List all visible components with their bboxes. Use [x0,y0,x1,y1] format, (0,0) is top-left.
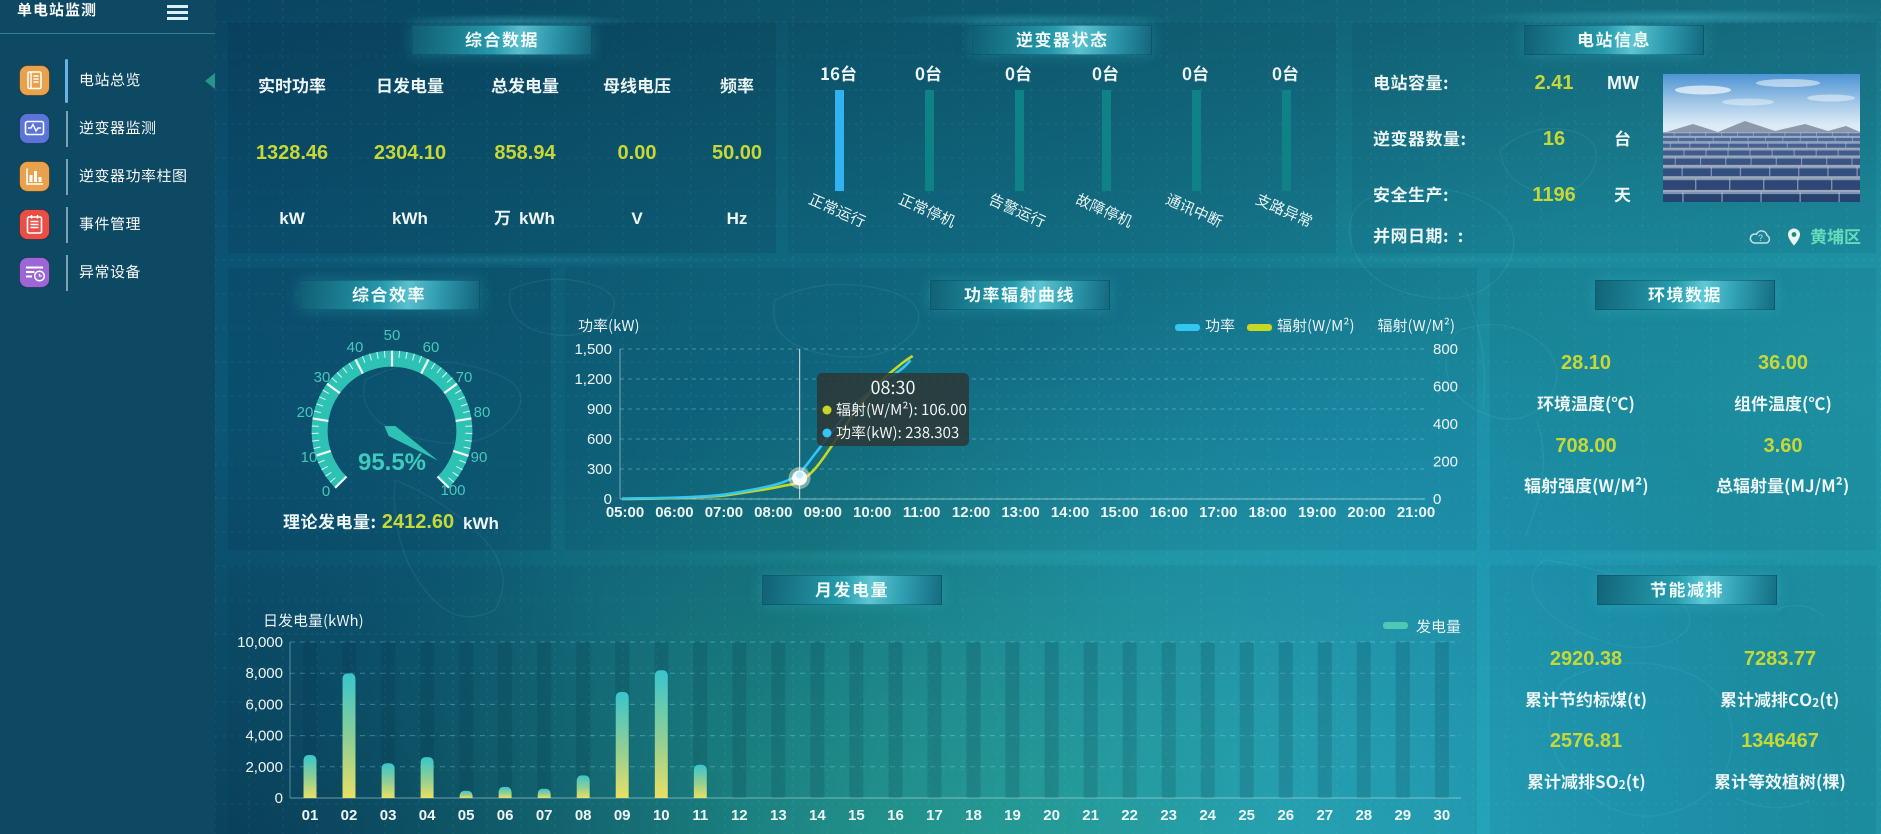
svg-text:13:00: 13:00 [1001,504,1039,521]
svg-text:600: 600 [587,431,612,448]
svg-text:05:00: 05:00 [606,504,644,521]
svg-text:14: 14 [809,807,826,824]
svg-text:600: 600 [1433,379,1458,396]
svg-text:26: 26 [1277,807,1294,824]
svg-text:40: 40 [347,339,364,356]
svg-text:21:00: 21:00 [1397,504,1435,521]
svg-text:19: 19 [1004,807,1021,824]
svg-text:11: 11 [692,807,708,824]
svg-text:03: 03 [380,807,397,824]
svg-text:10: 10 [653,807,670,824]
svg-text:24: 24 [1199,807,1216,824]
svg-text:60: 60 [423,339,440,356]
svg-text:4,000: 4,000 [245,728,283,745]
svg-text:1,200: 1,200 [574,371,612,388]
svg-text:200: 200 [1433,454,1458,471]
svg-text:15: 15 [848,807,865,824]
svg-text:16:00: 16:00 [1150,504,1188,521]
svg-text:29: 29 [1394,807,1411,824]
svg-text:0: 0 [604,491,612,508]
svg-text:05: 05 [458,807,475,824]
svg-text:11:00: 11:00 [903,504,941,521]
svg-text:10:00: 10:00 [853,504,891,521]
svg-text:0: 0 [1433,491,1441,508]
svg-text:08: 08 [575,807,592,824]
svg-text:6,000: 6,000 [245,696,283,713]
svg-text:01: 01 [302,807,319,824]
svg-text:300: 300 [587,461,612,478]
svg-text:800: 800 [1433,341,1458,358]
svg-text:50: 50 [384,327,401,344]
svg-text:20: 20 [297,404,314,421]
svg-text:10,000: 10,000 [237,634,283,651]
svg-text:0: 0 [322,483,330,500]
svg-text:?: ? [1758,233,1763,243]
svg-text:15:00: 15:00 [1100,504,1138,521]
svg-text:30: 30 [314,369,331,386]
svg-text:04: 04 [419,807,436,824]
svg-text:06:00: 06:00 [655,504,693,521]
svg-text:06: 06 [497,807,514,824]
svg-text:10: 10 [301,449,318,466]
svg-text:90: 90 [471,449,488,466]
svg-text:30: 30 [1434,807,1451,824]
svg-text:08:00: 08:00 [754,504,792,521]
svg-text:18: 18 [965,807,982,824]
svg-text:1,500: 1,500 [574,341,612,358]
svg-text:23: 23 [1160,807,1177,824]
svg-text:16: 16 [887,807,904,824]
svg-text:17:00: 17:00 [1199,504,1237,521]
svg-text:8,000: 8,000 [245,665,283,682]
svg-text:70: 70 [456,369,473,386]
svg-text:22: 22 [1121,807,1138,824]
svg-text:02: 02 [341,807,358,824]
svg-text:14:00: 14:00 [1051,504,1089,521]
svg-text:09:00: 09:00 [804,504,842,521]
svg-text:09: 09 [614,807,631,824]
svg-text:12: 12 [731,807,748,824]
svg-text:20:00: 20:00 [1347,504,1385,521]
svg-text:07: 07 [536,807,553,824]
svg-text:28: 28 [1355,807,1372,824]
svg-text:21: 21 [1082,807,1099,824]
svg-text:17: 17 [926,807,943,824]
svg-text:12:00: 12:00 [952,504,990,521]
svg-text:18:00: 18:00 [1249,504,1287,521]
svg-text:900: 900 [587,401,612,418]
svg-text:400: 400 [1433,416,1458,433]
svg-text:100: 100 [440,482,465,499]
svg-text:0: 0 [275,790,283,807]
svg-text:07:00: 07:00 [705,504,743,521]
svg-text:80: 80 [474,404,491,421]
svg-text:2,000: 2,000 [245,759,283,776]
svg-text:19:00: 19:00 [1298,504,1336,521]
svg-text:27: 27 [1316,807,1333,824]
svg-text:20: 20 [1043,807,1060,824]
svg-text:13: 13 [770,807,787,824]
svg-text:25: 25 [1238,807,1255,824]
